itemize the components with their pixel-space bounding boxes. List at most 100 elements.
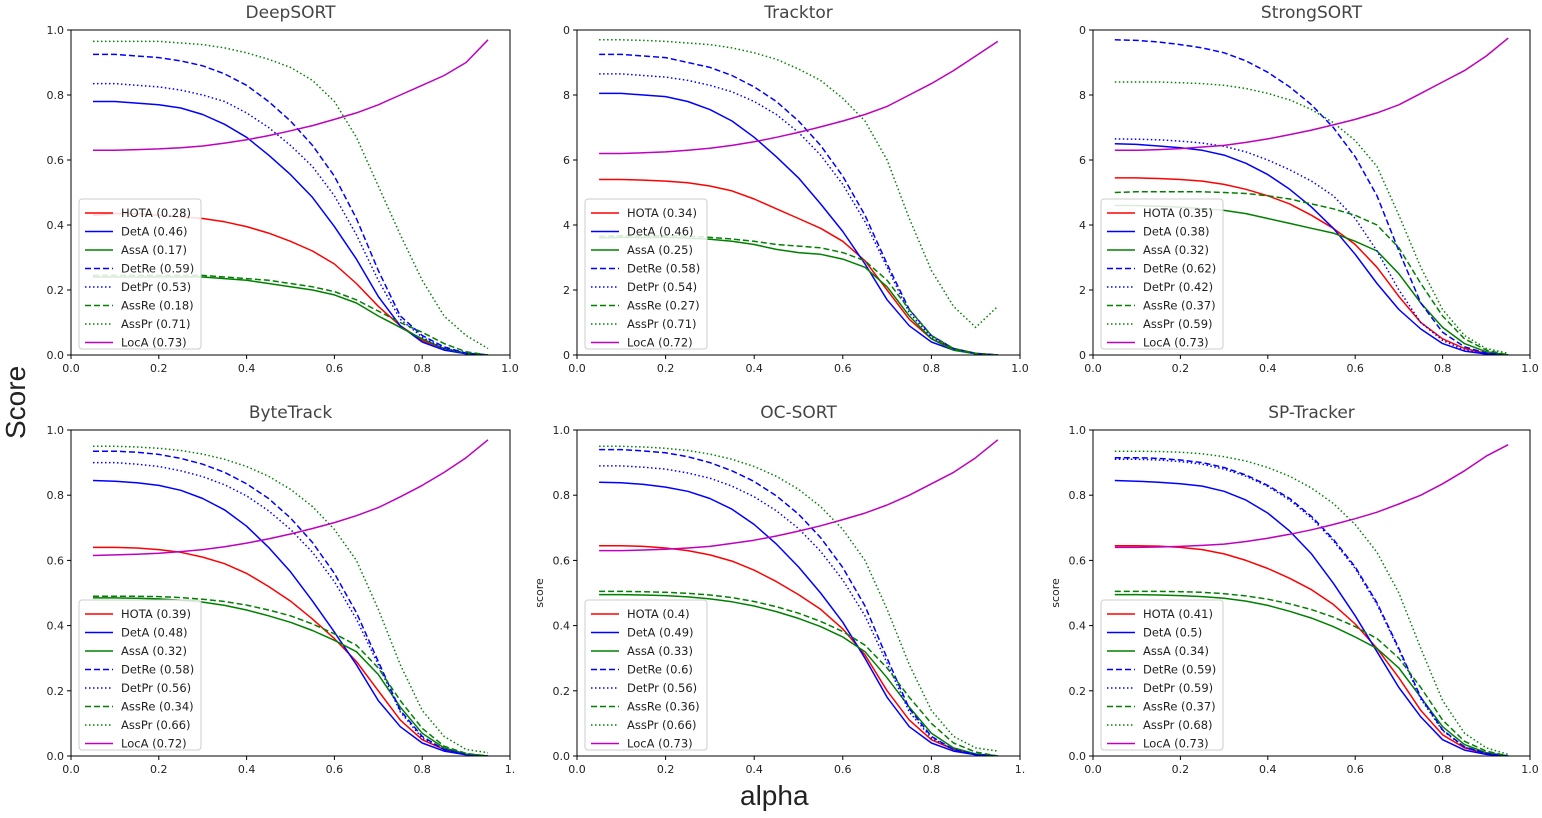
legend-box: [584, 599, 708, 751]
x-tick-label: 0.4: [238, 763, 256, 776]
y-tick-label: 0.4: [1069, 620, 1087, 633]
y-tick-label: 0.4: [553, 620, 571, 633]
x-tick-label: 0.4: [1259, 362, 1277, 375]
x-tick-label: 1.0: [1011, 362, 1029, 375]
chart-panel-2: Tracktor 0.0 0.2 0.4 0.6 0.8 1.0 0 2 4 6 8 0 HOTA (0.…: [563, 3, 1029, 375]
x-tick-label: 0.0: [568, 763, 586, 776]
series-line-detre: [1114, 456, 1509, 756]
chart-panel-3: StrongSORT 0.0 0.2 0.4 0.6 0.8 1.0 0 2 4 6 8 0 HOTA (…: [1079, 3, 1539, 375]
y-tick-label: 2: [563, 284, 570, 297]
y-tick-label: 0: [1079, 349, 1086, 362]
y-tick-label: 0.0: [47, 349, 65, 362]
legend-label-assa: AssA (0.25): [627, 243, 693, 257]
y-tick-label: 6: [1079, 154, 1086, 167]
legend-label-detpr: DetPr (0.56): [121, 681, 191, 695]
series-line-assre: [1114, 191, 1509, 355]
legend-label-detre: DetRe (0.58): [627, 262, 700, 276]
series-line-assre: [1114, 590, 1509, 756]
axes-frame: [1092, 429, 1531, 757]
x-tick-label: 0.0: [62, 763, 80, 776]
legend-label-assre: AssRe (0.36): [627, 700, 700, 714]
y-tick-label: 8: [563, 89, 570, 102]
series-group: [92, 439, 489, 756]
axes-frame: [576, 29, 1021, 356]
y-tick-label: 4: [563, 219, 570, 232]
legend-label-asspr: AssPr (0.71): [627, 317, 697, 331]
series-line-detre: [1114, 39, 1509, 355]
legend-label-asspr: AssPr (0.66): [627, 718, 697, 732]
y-tick-label: 0.8: [1069, 489, 1087, 502]
legend-label-assre: AssRe (0.27): [627, 299, 700, 313]
legend-label-deta: DetA (0.49): [627, 626, 694, 640]
chart-title: StrongSORT: [1261, 3, 1363, 23]
chart-panel-4: ByteTrack 0.0 0.2 0.4 0.6 0.8 1. 0.0 0.2 0.4 0.6 0.…: [47, 403, 516, 776]
legend-label-deta: DetA (0.46): [627, 225, 694, 239]
x-tick-label: 0.2: [657, 362, 675, 375]
x-tick-label: 0.4: [745, 763, 763, 776]
series-line-hota: [1114, 544, 1509, 756]
legend-label-detre: DetRe (0.59): [121, 262, 194, 276]
legend-box: [584, 198, 708, 350]
y-tick-label: 0.0: [47, 750, 65, 763]
legend-label-loca: LocA (0.73): [1143, 737, 1209, 751]
y-tick-label: 1.0: [553, 424, 571, 437]
chart-title: OC-SORT: [760, 403, 837, 423]
legend-label-deta: DetA (0.46): [121, 225, 188, 239]
y-tick-label: 2: [1079, 284, 1086, 297]
legend: HOTA (0.35) DetA (0.38) AssA (0.32) DetRe (…: [1100, 198, 1224, 350]
figure-ylabel-text: Score: [0, 365, 31, 439]
series-line-loca: [1114, 444, 1509, 549]
x-tick-label: 1.0: [501, 362, 519, 375]
legend-label-assre: AssRe (0.37): [1143, 299, 1216, 313]
series-group: [1114, 444, 1509, 756]
y-tick-label: 0.6: [47, 154, 65, 167]
series-line-deta: [92, 479, 489, 756]
y-tick-label: 0.6: [1069, 554, 1087, 567]
legend-box: [1100, 599, 1224, 751]
x-tick-label: 0.4: [745, 362, 763, 375]
y-axis-label: score: [1049, 578, 1062, 608]
legend-box: [78, 198, 202, 350]
series-line-loca: [599, 439, 999, 552]
figure-xlabel: alpha: [740, 780, 809, 811]
series-line-detre: [93, 450, 489, 756]
series-line-loca: [93, 39, 489, 152]
series-line-assre: [599, 590, 998, 756]
chart-title: DeepSORT: [246, 3, 337, 23]
legend-label-asspr: AssPr (0.59): [1143, 317, 1213, 331]
series-line-loca: [599, 40, 999, 155]
legend-label-loca: LocA (0.72): [627, 336, 693, 350]
series-line-hota: [93, 546, 489, 756]
y-tick-label: 0: [1079, 24, 1086, 37]
series-line-loca: [1114, 37, 1509, 152]
legend-label-detre: DetRe (0.58): [121, 663, 194, 677]
x-tick-label: 0.4: [1259, 763, 1277, 776]
y-tick-label: 0.8: [47, 489, 65, 502]
series-group: [599, 439, 999, 756]
y-tick-label: 0.2: [47, 685, 65, 698]
legend: HOTA (0.34) DetA (0.46) AssA (0.25) DetRe (…: [584, 198, 708, 350]
legend-box: [78, 599, 202, 751]
y-tick-label: 0: [563, 24, 570, 37]
legend-label-detpr: DetPr (0.53): [121, 280, 191, 294]
series-line-deta: [1114, 143, 1509, 355]
chart-title: SP-Tracker: [1268, 403, 1355, 423]
legend-label-hota: HOTA (0.41): [1143, 607, 1213, 621]
series-line-assa: [93, 597, 489, 756]
y-tick-label: 6: [563, 154, 570, 167]
x-tick-label: 0.0: [568, 362, 586, 375]
x-tick-label: 0.8: [413, 362, 431, 375]
x-tick-label: 0.2: [657, 763, 675, 776]
legend-label-detpr: DetPr (0.56): [627, 681, 697, 695]
axes-frame: [70, 429, 511, 757]
y-tick-label: 0: [563, 349, 570, 362]
legend: HOTA (0.41) DetA (0.5) AssA (0.34) DetRe (0…: [1100, 599, 1224, 751]
y-tick-label: 0.6: [47, 554, 65, 567]
legend-label-detpr: DetPr (0.54): [627, 280, 697, 294]
x-tick-label: 0.6: [326, 763, 344, 776]
y-tick-label: 1.0: [47, 424, 65, 437]
x-tick-label: 0.2: [150, 763, 168, 776]
series-line-deta: [1114, 479, 1509, 756]
legend-box: [1100, 198, 1224, 350]
